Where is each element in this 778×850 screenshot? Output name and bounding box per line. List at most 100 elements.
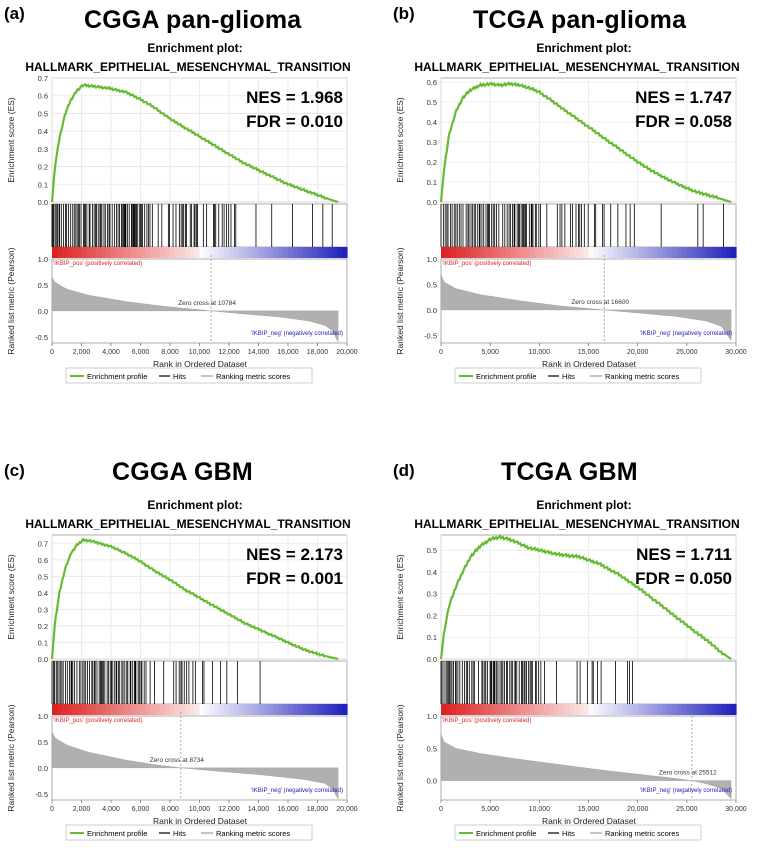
x-tick-label: 0 (50, 349, 54, 356)
gradient-segment (721, 704, 727, 715)
gradient-segment (657, 247, 663, 258)
gradient-segment (618, 247, 624, 258)
x-axis-label: Rank in Ordered Dataset (542, 359, 637, 369)
gradient-segment (209, 704, 215, 715)
gradient-segment (696, 247, 703, 258)
gradient-segment (150, 704, 156, 715)
gradient-segment (509, 247, 516, 258)
gradient-segment (199, 247, 206, 258)
gradient-segment (627, 704, 634, 715)
legend-label: Hits (173, 829, 186, 838)
x-tick-label: 14,000 (248, 806, 270, 813)
gradient-segment (681, 704, 688, 715)
gradient-segment (514, 704, 521, 715)
gradient-segment (637, 704, 644, 715)
gradient-segment (322, 247, 328, 258)
es-tick-label: 0.7 (38, 539, 48, 548)
gradient-segment (140, 704, 147, 715)
legend-box (454, 367, 702, 384)
gradient-segment (243, 704, 250, 715)
gradient-segment (130, 704, 137, 715)
gradient-segment (165, 247, 171, 258)
zero-cross-label: Zero cross at 8734 (150, 757, 205, 764)
metric-tick-label: 1.0 (38, 712, 48, 721)
x-tick-label: 0 (50, 806, 54, 813)
x-axis-label: Rank in Ordered Dataset (153, 816, 248, 826)
x-tick-label: 8,000 (161, 349, 179, 356)
gradient-segment (224, 704, 230, 715)
es-tick-label: 0.1 (427, 633, 437, 642)
gradient-segment (632, 247, 639, 258)
es-tick-label: 0.2 (38, 163, 48, 172)
gsea-plot: Enrichment plot: HALLMARK_EPITHELIAL_MESE… (6, 498, 358, 841)
gradient-segment (686, 247, 693, 258)
metric-area-fill (51, 277, 339, 343)
x-tick-label: 18,000 (307, 806, 329, 813)
gradient-segment (691, 247, 698, 258)
gradient-segment (199, 704, 206, 715)
gradient-segment (101, 247, 107, 258)
gradient-segment (327, 704, 333, 715)
gradient-segment (701, 247, 708, 258)
gradient-segment (485, 704, 491, 715)
gradient-segment (578, 247, 585, 258)
x-tick-label: 6,000 (132, 806, 150, 813)
x-tick-label: 12,000 (218, 349, 240, 356)
gradient-segment (209, 247, 215, 258)
gradient-segment (56, 247, 63, 258)
pos-correlated-label: 'IKBIP_pos' (positively correlated) (53, 261, 142, 267)
gradient-segment (534, 247, 540, 258)
gradient-segment (248, 247, 255, 258)
gradient-segment (115, 704, 122, 715)
gradient-segment (711, 704, 717, 715)
gradient-segment (559, 247, 565, 258)
gradient-segment (312, 704, 319, 715)
x-tick-label: 0 (439, 806, 443, 813)
gradient-segment (504, 704, 511, 715)
x-tick-label: 10,000 (189, 349, 211, 356)
fdr-label: FDR = 0.050 (635, 569, 732, 588)
es-axis-label: Enrichment score (ES) (6, 554, 16, 640)
gradient-segment (495, 704, 501, 715)
gradient-segment (696, 704, 703, 715)
legend-label: Enrichment profile (476, 372, 536, 381)
gradient-segment (598, 704, 604, 715)
gradient-segment (165, 704, 171, 715)
legend-label: Ranking metric scores (216, 829, 290, 838)
gradient-segment (490, 704, 496, 715)
es-tick-label: 0.2 (427, 611, 437, 620)
legend-label: Hits (173, 372, 186, 381)
gradient-segment (450, 247, 457, 258)
plot-title: Enrichment plot: (536, 498, 631, 512)
gradient-segment (248, 704, 255, 715)
gradient-segment (716, 247, 722, 258)
hits-area (440, 660, 737, 705)
legend-label: Enrichment profile (87, 372, 147, 381)
gradient-segment (524, 704, 531, 715)
plot-subtitle: HALLMARK_EPITHELIAL_MESENCHYMAL_TRANSITI… (25, 517, 350, 531)
gradient-segment (509, 704, 516, 715)
es-curve (50, 537, 339, 661)
gradient-segment (519, 247, 526, 258)
gradient-segment (140, 247, 147, 258)
panel-a: (a) CGGA pan-glioma Enrichment plot: HALL… (0, 0, 389, 425)
gradient-segment (332, 247, 338, 258)
gradient-segment (524, 247, 531, 258)
gradient-segment (214, 704, 220, 715)
gradient-segment (120, 704, 127, 715)
gradient-segment (500, 247, 506, 258)
panel-c: (c) CGGA GBM Enrichment plot: HALLMARK_EP… (0, 425, 389, 850)
gradient-segment (672, 247, 678, 258)
gradient-segment (731, 704, 737, 715)
legend-box (454, 824, 702, 841)
x-tick-label: 10,000 (189, 806, 211, 813)
es-curve (439, 534, 732, 660)
x-tick-label: 20,000 (336, 806, 358, 813)
es-axis-label: Enrichment score (ES) (395, 554, 405, 640)
gradient-segment (174, 247, 181, 258)
gradient-segment (66, 247, 73, 258)
gradient-segment (61, 704, 68, 715)
legend-label: Enrichment profile (476, 829, 536, 838)
gradient-segment (302, 704, 309, 715)
gradient-segment (559, 704, 565, 715)
